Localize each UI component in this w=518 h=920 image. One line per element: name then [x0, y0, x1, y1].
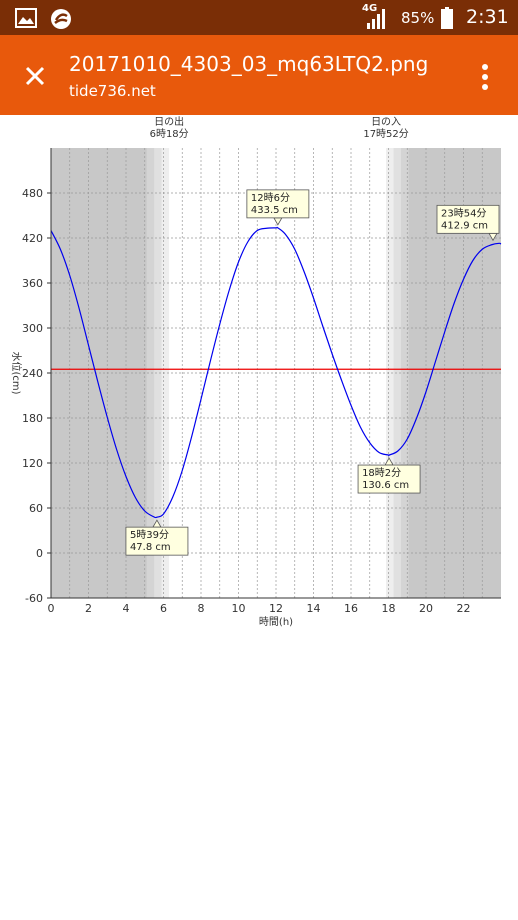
x-tick-label: 0	[48, 602, 55, 615]
callout-time: 18時2分	[362, 467, 401, 479]
status-bar: 4G 85% 2:31	[0, 0, 518, 35]
x-tick-label: 20	[419, 602, 433, 615]
x-tick-label: 16	[344, 602, 358, 615]
callout-time: 5時39分	[130, 529, 169, 541]
sync-app-icon	[51, 9, 71, 29]
x-tick-label: 4	[123, 602, 130, 615]
sun-labels: 日の出 6時18分 日の入 17時52分	[150, 115, 409, 140]
y-tick-label: -60	[25, 592, 43, 605]
sunrise-time: 6時18分	[150, 128, 189, 140]
x-tick-label: 22	[457, 602, 471, 615]
callout-level: 412.9 cm	[441, 220, 488, 231]
app-bar: 20171010_4303_03_mq63LTQ2.png tide736.ne…	[0, 35, 518, 115]
y-tick-label: 360	[22, 277, 43, 290]
more-vert-icon[interactable]	[474, 60, 496, 94]
x-axis-label: 時間(h)	[259, 616, 293, 628]
axes: -60 0 60 120 180 240 300 360 420 480 0 2 4 6 8 10 12 14 16…	[22, 148, 501, 615]
callout-level: 130.6 cm	[362, 480, 409, 491]
tide-level-series	[50, 226, 502, 519]
tide-curve-layer	[50, 226, 502, 519]
page-title: 20171010_4303_03_mq63LTQ2.png	[69, 52, 429, 76]
y-tick-label: 180	[22, 412, 43, 425]
battery-percent: 85%	[401, 9, 435, 27]
y-tick-label: 0	[36, 547, 43, 560]
y-tick-label: 300	[22, 322, 43, 335]
clock: 2:31	[466, 6, 509, 28]
y-tick-label: 60	[29, 502, 43, 515]
x-tick-label: 10	[232, 602, 246, 615]
x-tick-label: 2	[85, 602, 92, 615]
tide-chart-container: -60 0 60 120 180 240 300 360 420 480 0 2 4 6 8 10 12 14 16…	[0, 115, 518, 635]
callout-box	[436, 204, 500, 234]
y-tick-label: 480	[22, 187, 43, 200]
callout-box	[125, 526, 189, 556]
callout-box	[246, 189, 310, 219]
network-type: 4G	[362, 3, 378, 14]
page-url: tide736.net	[69, 82, 156, 100]
y-axis-label: 水位(cm)	[10, 351, 23, 394]
x-tick-label: 8	[198, 602, 205, 615]
y-tick-label: 120	[22, 457, 43, 470]
sunrise-label: 日の出	[154, 115, 184, 128]
signal-icon	[367, 9, 385, 29]
callout-level: 433.5 cm	[251, 205, 298, 216]
y-tick-label: 240	[22, 367, 43, 380]
callout-time: 12時6分	[251, 192, 290, 204]
sunset-label: 日の入	[371, 117, 401, 128]
sunset-time: 17時52分	[363, 128, 408, 140]
callout-level: 47.8 cm	[130, 542, 171, 553]
callout-box	[357, 464, 421, 494]
x-tick-label: 12	[269, 602, 283, 615]
callout-time: 23時54分	[441, 207, 486, 219]
x-tick-label: 18	[382, 602, 396, 615]
x-tick-label: 6	[160, 602, 167, 615]
close-icon[interactable]	[18, 59, 52, 93]
battery-icon	[441, 7, 453, 29]
y-tick-label: 420	[22, 232, 43, 245]
image-icon	[15, 8, 37, 28]
x-tick-label: 14	[307, 602, 321, 615]
tide-chart: -60 0 60 120 180 240 300 360 420 480 0 2 4 6 8 10 12 14 16…	[10, 115, 502, 628]
